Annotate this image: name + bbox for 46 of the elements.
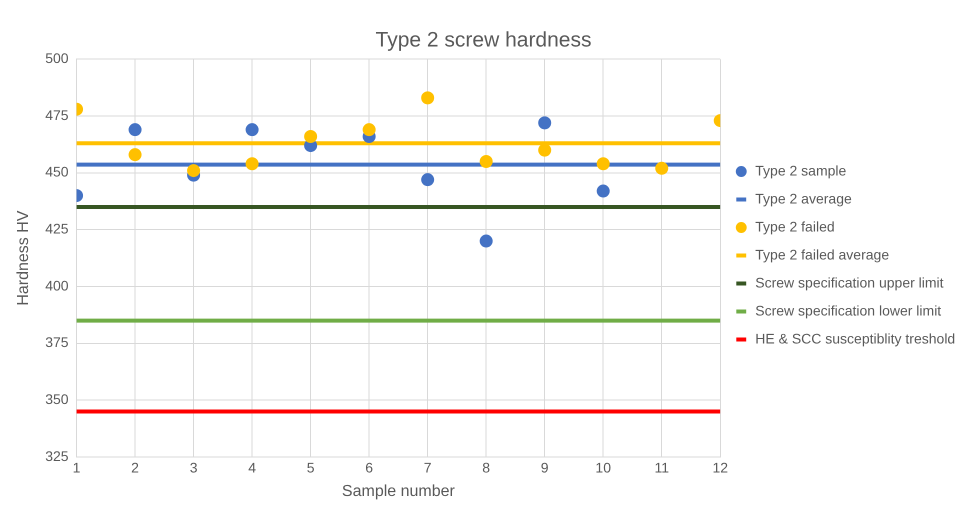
y-tick-label: 400	[45, 277, 69, 294]
y-tick-label: 450	[45, 164, 69, 180]
point	[480, 154, 493, 168]
legend-label: Screw specification lower limit	[755, 302, 942, 318]
x-tick-label: 10	[595, 459, 612, 476]
point	[421, 91, 434, 104]
legend-label: Screw specification upper limit	[755, 274, 944, 290]
point	[246, 123, 259, 136]
point	[128, 123, 142, 136]
y-tick-label: 500	[45, 50, 69, 66]
x-tick-label: 9	[540, 459, 549, 476]
point	[655, 162, 668, 175]
y-tick-label: 425	[45, 220, 69, 237]
y-tick-label: 325	[45, 448, 69, 464]
legend-label: HE & SCC susceptiblity treshold	[755, 330, 956, 346]
y-tick-label: 375	[45, 334, 69, 350]
x-tick-label: 8	[482, 459, 490, 476]
point	[362, 123, 376, 136]
legend-label: Type 2 failed	[755, 218, 835, 234]
point	[538, 116, 552, 130]
x-tick-label: 12	[712, 459, 728, 476]
x-tick-label: 7	[424, 459, 432, 476]
point	[596, 157, 610, 170]
point	[538, 144, 552, 157]
legend-label: Type 2 average	[755, 190, 852, 206]
x-tick-label: 3	[190, 459, 198, 476]
y-tick-label: 475	[45, 106, 69, 123]
point	[128, 148, 142, 162]
x-tick-label: 1	[72, 459, 81, 476]
x-tick-label: 5	[306, 459, 315, 476]
point	[421, 173, 434, 186]
point	[480, 234, 493, 248]
x-tick-label: 6	[365, 459, 374, 476]
legend-label: Type 2 failed average	[755, 246, 890, 262]
y-axis-title: Hardness HV	[15, 210, 32, 306]
legend-label: Type 2 sample	[755, 162, 847, 178]
x-axis-title: Sample number	[342, 482, 456, 500]
point	[596, 184, 610, 198]
point	[246, 157, 259, 170]
chart-title: Type 2 screw hardness	[376, 28, 592, 52]
x-tick-label: 4	[248, 459, 256, 476]
point	[187, 164, 200, 178]
x-tick-label: 11	[654, 459, 670, 476]
y-tick-label: 350	[45, 391, 69, 408]
point	[304, 130, 318, 143]
x-tick-label: 2	[131, 459, 140, 476]
